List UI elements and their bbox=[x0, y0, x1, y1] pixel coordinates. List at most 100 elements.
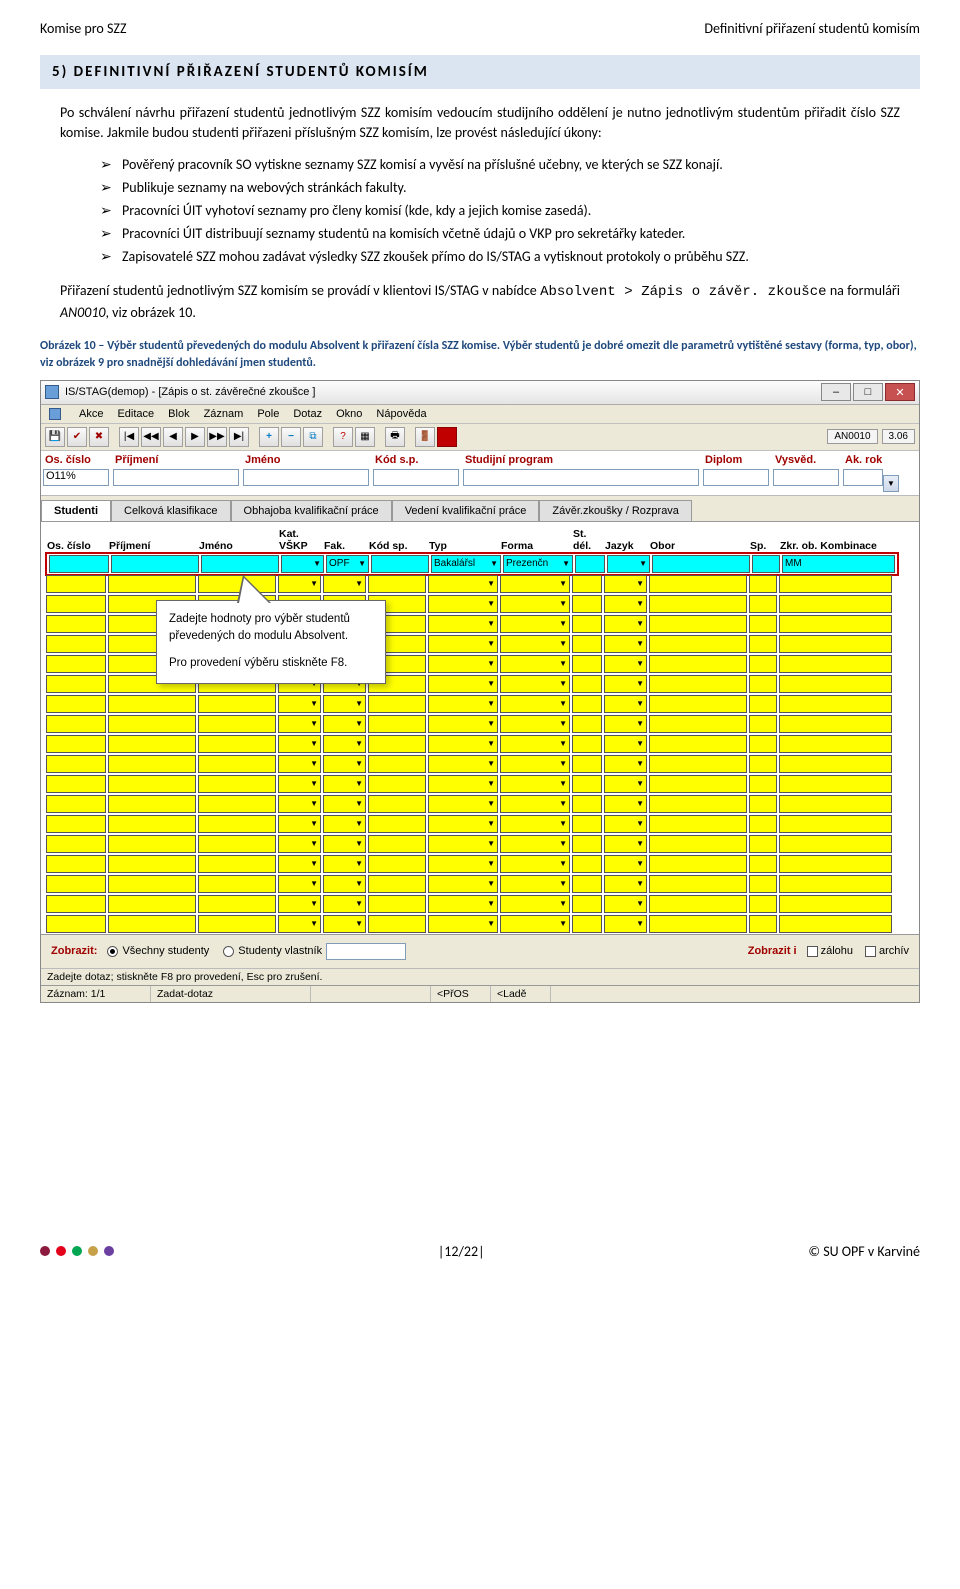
dropdown-icon[interactable]: ▼ bbox=[636, 919, 644, 928]
grid-cell[interactable] bbox=[572, 755, 602, 773]
grid-cell[interactable] bbox=[368, 775, 426, 793]
grid-cell[interactable] bbox=[198, 715, 276, 733]
grid-cell[interactable] bbox=[779, 655, 892, 673]
dropdown-icon[interactable]: ▼ bbox=[559, 839, 567, 848]
grid-cell[interactable] bbox=[368, 715, 426, 733]
grid-cell[interactable] bbox=[198, 835, 276, 853]
dropdown-icon[interactable]: ▼ bbox=[559, 779, 567, 788]
dropdown-icon[interactable]: ▼ bbox=[636, 639, 644, 648]
grid-cell[interactable]: ▼ bbox=[428, 915, 498, 933]
tab[interactable]: Celková klasifikace bbox=[111, 500, 231, 521]
dropdown-icon[interactable]: ▼ bbox=[358, 559, 366, 568]
grid-cell[interactable]: ▼ bbox=[604, 615, 647, 633]
chk-archiv[interactable]: archív bbox=[865, 945, 909, 957]
grid-cell[interactable]: ▼ bbox=[500, 675, 570, 693]
grid-cell[interactable] bbox=[749, 815, 777, 833]
grid-cell[interactable]: ▼ bbox=[500, 775, 570, 793]
grid-cell[interactable] bbox=[649, 835, 747, 853]
dropdown-icon[interactable]: ▼ bbox=[310, 919, 318, 928]
dropdown-icon[interactable]: ▼ bbox=[487, 779, 495, 788]
dropdown-icon[interactable]: ▼ bbox=[313, 559, 321, 568]
dropdown-icon[interactable]: ▼ bbox=[487, 839, 495, 848]
grid-cell[interactable]: ▼ bbox=[500, 795, 570, 813]
dropdown-icon[interactable]: ▼ bbox=[310, 859, 318, 868]
grid-cell[interactable] bbox=[46, 755, 106, 773]
grid-cell[interactable] bbox=[649, 615, 747, 633]
grid-cell[interactable] bbox=[779, 695, 892, 713]
dropdown-icon[interactable]: ▼ bbox=[310, 879, 318, 888]
dropdown-icon[interactable]: ▼ bbox=[559, 719, 567, 728]
dropdown-icon[interactable]: ▼ bbox=[562, 559, 570, 568]
grid-cell[interactable]: ▼ bbox=[500, 595, 570, 613]
filter-input[interactable] bbox=[773, 469, 839, 486]
dropdown-icon[interactable]: ▼ bbox=[636, 619, 644, 628]
grid-cell[interactable] bbox=[198, 815, 276, 833]
menu-item[interactable]: Editace bbox=[117, 408, 154, 420]
grid-cell[interactable] bbox=[749, 735, 777, 753]
dropdown-icon[interactable]: ▼ bbox=[636, 699, 644, 708]
grid-cell[interactable] bbox=[368, 575, 426, 593]
dropdown-icon[interactable]: ▼ bbox=[355, 719, 363, 728]
minimize-button[interactable]: ‒ bbox=[821, 383, 851, 401]
grid-cell[interactable] bbox=[46, 855, 106, 873]
grid-cell[interactable]: ▼ bbox=[604, 855, 647, 873]
grid-cell[interactable]: ▼ bbox=[278, 695, 321, 713]
grid-cell[interactable]: ▼ bbox=[604, 675, 647, 693]
grid-cell[interactable]: ▼ bbox=[278, 575, 321, 593]
filter-input[interactable] bbox=[373, 469, 459, 486]
tb-prev-icon[interactable]: ◀◀ bbox=[141, 427, 161, 447]
dropdown-icon[interactable]: ▼ bbox=[487, 879, 495, 888]
dropdown-icon[interactable]: ▼ bbox=[883, 475, 899, 492]
grid-cell[interactable] bbox=[368, 815, 426, 833]
tb-cancel-icon[interactable]: ✖ bbox=[89, 427, 109, 447]
dropdown-icon[interactable]: ▼ bbox=[487, 759, 495, 768]
dropdown-icon[interactable]: ▼ bbox=[559, 899, 567, 908]
grid-cell[interactable]: ▼ bbox=[323, 775, 366, 793]
dropdown-icon[interactable]: ▼ bbox=[490, 559, 498, 568]
grid-cell[interactable]: ▼ bbox=[323, 895, 366, 913]
grid-cell[interactable] bbox=[46, 735, 106, 753]
menu-item[interactable]: Nápověda bbox=[376, 408, 426, 420]
grid-cell[interactable] bbox=[46, 875, 106, 893]
dropdown-icon[interactable]: ▼ bbox=[559, 799, 567, 808]
radio-own[interactable]: Studenty vlastník bbox=[223, 945, 322, 957]
dropdown-icon[interactable]: ▼ bbox=[636, 799, 644, 808]
dropdown-icon[interactable]: ▼ bbox=[310, 759, 318, 768]
dropdown-icon[interactable]: ▼ bbox=[559, 759, 567, 768]
grid-cell[interactable]: ▼ bbox=[500, 635, 570, 653]
grid-cell[interactable] bbox=[46, 715, 106, 733]
dropdown-icon[interactable]: ▼ bbox=[355, 799, 363, 808]
grid-cell[interactable]: ▼ bbox=[428, 595, 498, 613]
grid-cell[interactable]: ▼ bbox=[604, 875, 647, 893]
dropdown-icon[interactable]: ▼ bbox=[355, 779, 363, 788]
grid-cell[interactable] bbox=[198, 875, 276, 893]
grid-cell[interactable]: ▼ bbox=[278, 755, 321, 773]
close-button[interactable]: ✕ bbox=[885, 383, 915, 401]
grid-cell[interactable] bbox=[749, 635, 777, 653]
grid-cell[interactable] bbox=[749, 655, 777, 673]
dropdown-icon[interactable]: ▼ bbox=[310, 779, 318, 788]
grid-cell[interactable]: ▼ bbox=[428, 675, 498, 693]
grid-cell[interactable]: ▼ bbox=[604, 915, 647, 933]
grid-cell[interactable]: ▼ bbox=[604, 815, 647, 833]
grid-cell[interactable]: Prezenčn▼ bbox=[503, 555, 573, 573]
dropdown-icon[interactable]: ▼ bbox=[310, 699, 318, 708]
grid-cell[interactable] bbox=[108, 895, 196, 913]
dropdown-icon[interactable]: ▼ bbox=[487, 719, 495, 728]
grid-cell[interactable]: ▼ bbox=[278, 795, 321, 813]
grid-cell[interactable]: ▼ bbox=[428, 755, 498, 773]
dropdown-icon[interactable]: ▼ bbox=[487, 819, 495, 828]
grid-cell[interactable] bbox=[198, 775, 276, 793]
dropdown-icon[interactable]: ▼ bbox=[487, 639, 495, 648]
grid-cell[interactable]: ▼ bbox=[500, 875, 570, 893]
dropdown-icon[interactable]: ▼ bbox=[310, 899, 318, 908]
grid-cell[interactable] bbox=[572, 695, 602, 713]
dropdown-icon[interactable]: ▼ bbox=[636, 899, 644, 908]
grid-cell[interactable]: ▼ bbox=[323, 755, 366, 773]
dropdown-icon[interactable]: ▼ bbox=[559, 859, 567, 868]
grid-cell[interactable] bbox=[108, 815, 196, 833]
grid-cell[interactable]: ▼ bbox=[604, 635, 647, 653]
dropdown-icon[interactable]: ▼ bbox=[487, 619, 495, 628]
grid-cell[interactable] bbox=[368, 915, 426, 933]
filter-input[interactable] bbox=[843, 469, 883, 486]
